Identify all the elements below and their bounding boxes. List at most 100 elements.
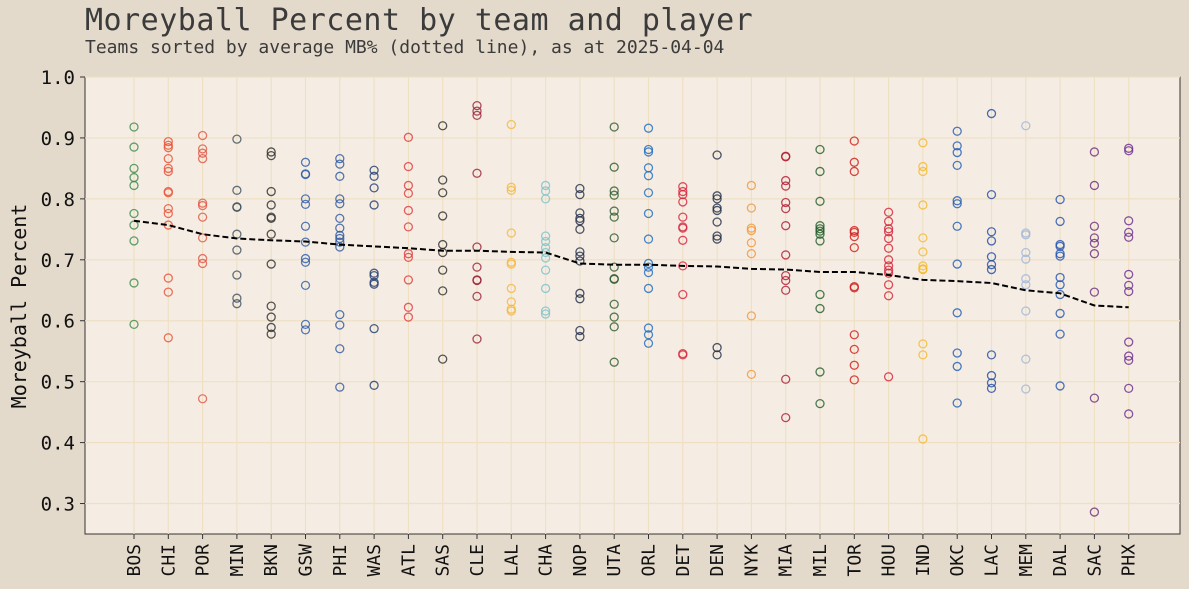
player-point (403, 252, 414, 263)
player-point (1021, 384, 1031, 394)
player-point (678, 289, 688, 300)
player-point (335, 237, 345, 247)
player-point (918, 350, 928, 360)
player-point (472, 168, 482, 178)
player-point (746, 203, 757, 213)
player-point (1124, 383, 1134, 394)
player-point (266, 147, 276, 157)
x-tick-label: MIA (776, 544, 797, 577)
player-point (1089, 393, 1100, 403)
player-point (129, 319, 139, 330)
player-point (266, 312, 276, 322)
chart-subtitle: Teams sorted by average MB% (dotted line… (85, 37, 725, 58)
player-point (883, 291, 894, 301)
x-tick-label: BKN (261, 544, 282, 577)
chart-title: Moreyball Percent by team and player (85, 3, 754, 38)
player-point (883, 227, 894, 237)
player-point (163, 136, 173, 147)
player-point (232, 134, 242, 144)
player-point (129, 180, 139, 191)
player-point (781, 181, 791, 191)
player-point (506, 182, 516, 192)
player-point (918, 247, 928, 257)
player-point (300, 157, 311, 167)
player-point (197, 258, 208, 269)
player-point (575, 183, 585, 194)
player-point (335, 230, 345, 241)
axis-layer: 0.3 0.4 0.5 0.6 0.7 0.8 0.9 1.0 BOS CHI POR MIN BKN G… (41, 67, 1140, 577)
player-point (335, 194, 345, 204)
player-point (986, 370, 997, 381)
player-point (952, 221, 962, 231)
player-point (1089, 249, 1100, 259)
x-tick-label: PHX (1119, 544, 1140, 577)
player-point (643, 258, 654, 269)
player-point (232, 202, 242, 213)
player-point (540, 180, 551, 191)
player-point (575, 288, 585, 298)
player-point (746, 180, 757, 191)
player-point (403, 302, 414, 312)
player-point (1124, 232, 1134, 242)
player-point (1124, 337, 1134, 347)
x-tick-label: POR (193, 544, 214, 577)
player-point (918, 339, 928, 349)
x-tick-label: DEN (707, 544, 728, 577)
player-point (643, 144, 654, 155)
player-point (849, 283, 859, 293)
player-point (952, 361, 962, 372)
player-point (1124, 227, 1134, 238)
player-point (609, 322, 619, 332)
player-point (918, 434, 928, 444)
player-point (1055, 249, 1065, 259)
player-point (1089, 507, 1100, 517)
player-point (163, 143, 173, 153)
player-point (335, 309, 345, 320)
player-point (197, 154, 208, 164)
player-point (197, 212, 208, 222)
player-point (266, 150, 276, 161)
player-point (781, 250, 791, 260)
player-point (952, 308, 962, 318)
player-point (369, 380, 379, 390)
player-point (986, 260, 997, 270)
player-point (335, 382, 345, 392)
player-point (952, 199, 962, 209)
player-point (609, 186, 619, 196)
player-point (300, 237, 311, 247)
player-point (883, 261, 894, 271)
player-point (883, 207, 894, 217)
player-point (438, 211, 448, 221)
player-point (438, 247, 448, 258)
player-point (918, 161, 928, 172)
player-point (266, 322, 276, 333)
player-point (369, 324, 379, 334)
player-point (1089, 287, 1100, 297)
player-point (815, 226, 825, 236)
player-point (369, 171, 379, 181)
player-point (403, 205, 414, 216)
player-point (952, 196, 962, 206)
player-point (1021, 254, 1031, 264)
player-point (438, 175, 448, 185)
player-point (712, 191, 722, 201)
player-point (506, 297, 516, 307)
player-point (197, 144, 208, 154)
x-tick-label: MEM (1016, 544, 1037, 577)
x-tick-label: LAC (982, 544, 1003, 577)
player-point (575, 224, 585, 234)
y-tick-label: 0.6 (41, 311, 75, 333)
player-point (300, 280, 311, 291)
player-point (266, 213, 276, 224)
x-tick-label: IND (913, 544, 934, 577)
player-point (540, 231, 551, 241)
x-tick-label: LAL (501, 544, 522, 577)
player-point (849, 231, 859, 242)
player-point (1021, 121, 1031, 131)
player-point (575, 331, 585, 342)
player-point (918, 138, 928, 148)
player-point (300, 325, 311, 335)
player-point (609, 190, 619, 200)
player-point (986, 350, 997, 360)
player-point (918, 264, 928, 275)
